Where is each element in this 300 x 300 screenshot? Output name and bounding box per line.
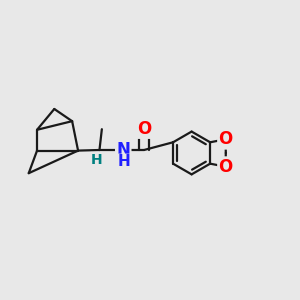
Text: O: O [137,120,151,138]
Text: O: O [218,130,233,148]
Text: H: H [91,152,102,167]
Text: O: O [218,158,233,175]
Text: N: N [116,141,130,159]
Text: H: H [118,154,130,169]
